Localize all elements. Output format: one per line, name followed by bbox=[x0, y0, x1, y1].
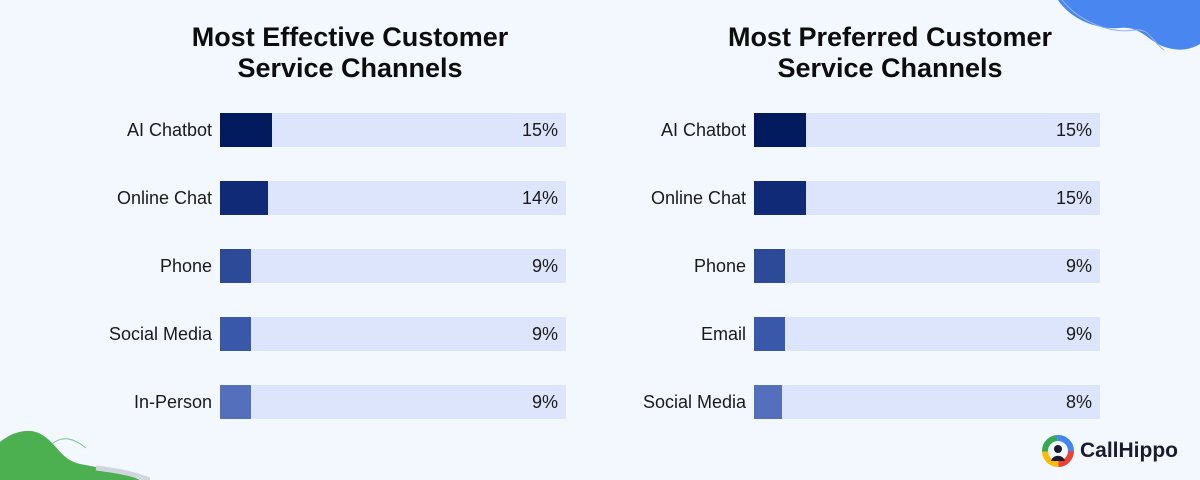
bar bbox=[754, 317, 786, 351]
bar-track bbox=[754, 113, 1100, 147]
chart-title: Most Effective Customer Service Channels bbox=[191, 22, 509, 83]
value-label: 15% bbox=[521, 120, 558, 140]
bar bbox=[220, 181, 269, 215]
category-label: Phone bbox=[159, 256, 212, 276]
category-label: Social Media bbox=[108, 324, 212, 344]
bar-row: In-Person 9% bbox=[0, 385, 600, 419]
bar-track bbox=[754, 317, 1100, 351]
value-label: 9% bbox=[531, 324, 558, 344]
bar-row: Phone 9% bbox=[600, 249, 1200, 283]
bar-row: Online Chat 14% bbox=[0, 181, 600, 215]
bar-track bbox=[754, 181, 1100, 215]
bar bbox=[754, 249, 786, 283]
category-label: Social Media bbox=[642, 392, 746, 412]
corner-decoration-bottom-left bbox=[0, 430, 150, 480]
value-label: 8% bbox=[1065, 392, 1092, 412]
corner-decoration-top-right bbox=[1058, 0, 1200, 51]
category-label: Online Chat bbox=[116, 188, 212, 208]
bar bbox=[220, 317, 252, 351]
category-label: Phone bbox=[693, 256, 746, 276]
category-label: In-Person bbox=[133, 392, 212, 412]
category-label: AI Chatbot bbox=[126, 120, 212, 140]
category-label: Email bbox=[700, 324, 746, 344]
bar-row: Phone 9% bbox=[0, 249, 600, 283]
bar bbox=[754, 181, 806, 215]
value-label: 15% bbox=[1055, 188, 1092, 208]
bar-row: Online Chat 15% bbox=[600, 181, 1200, 215]
bar bbox=[220, 249, 252, 283]
bar-row: AI Chatbot 15% bbox=[0, 113, 600, 147]
bar-track bbox=[220, 113, 566, 147]
bar-track bbox=[220, 385, 566, 419]
callhippo-logo-icon bbox=[1042, 435, 1074, 467]
bar-track bbox=[754, 385, 1100, 419]
value-label: 9% bbox=[531, 256, 558, 276]
chart-title: Most Preferred Customer Service Channels bbox=[727, 22, 1053, 83]
bar-track bbox=[220, 181, 566, 215]
bar-row: AI Chatbot 15% bbox=[600, 113, 1200, 147]
value-label: 15% bbox=[1055, 120, 1092, 140]
bar-track bbox=[754, 249, 1100, 283]
value-label: 9% bbox=[1065, 324, 1092, 344]
preferred-channels-chart: Most Preferred Customer Service Channels… bbox=[600, 20, 1200, 440]
bar bbox=[754, 113, 806, 147]
value-label: 14% bbox=[521, 188, 558, 208]
value-label: 9% bbox=[531, 392, 558, 412]
bar bbox=[220, 113, 272, 147]
bar-track bbox=[220, 249, 566, 283]
brand-name: CallHippo bbox=[1080, 439, 1178, 462]
bar-track bbox=[220, 317, 566, 351]
bar-row: Social Media 8% bbox=[600, 385, 1200, 419]
effective-channels-chart: Most Effective Customer Service Channels… bbox=[0, 20, 600, 440]
category-label: Online Chat bbox=[650, 188, 746, 208]
bar-row: Social Media 9% bbox=[0, 317, 600, 351]
bar bbox=[754, 385, 782, 419]
brand-logo: CallHippo bbox=[1042, 434, 1178, 468]
value-label: 9% bbox=[1065, 256, 1092, 276]
category-label: AI Chatbot bbox=[660, 120, 746, 140]
bar bbox=[220, 385, 252, 419]
bar-row: Email 9% bbox=[600, 317, 1200, 351]
